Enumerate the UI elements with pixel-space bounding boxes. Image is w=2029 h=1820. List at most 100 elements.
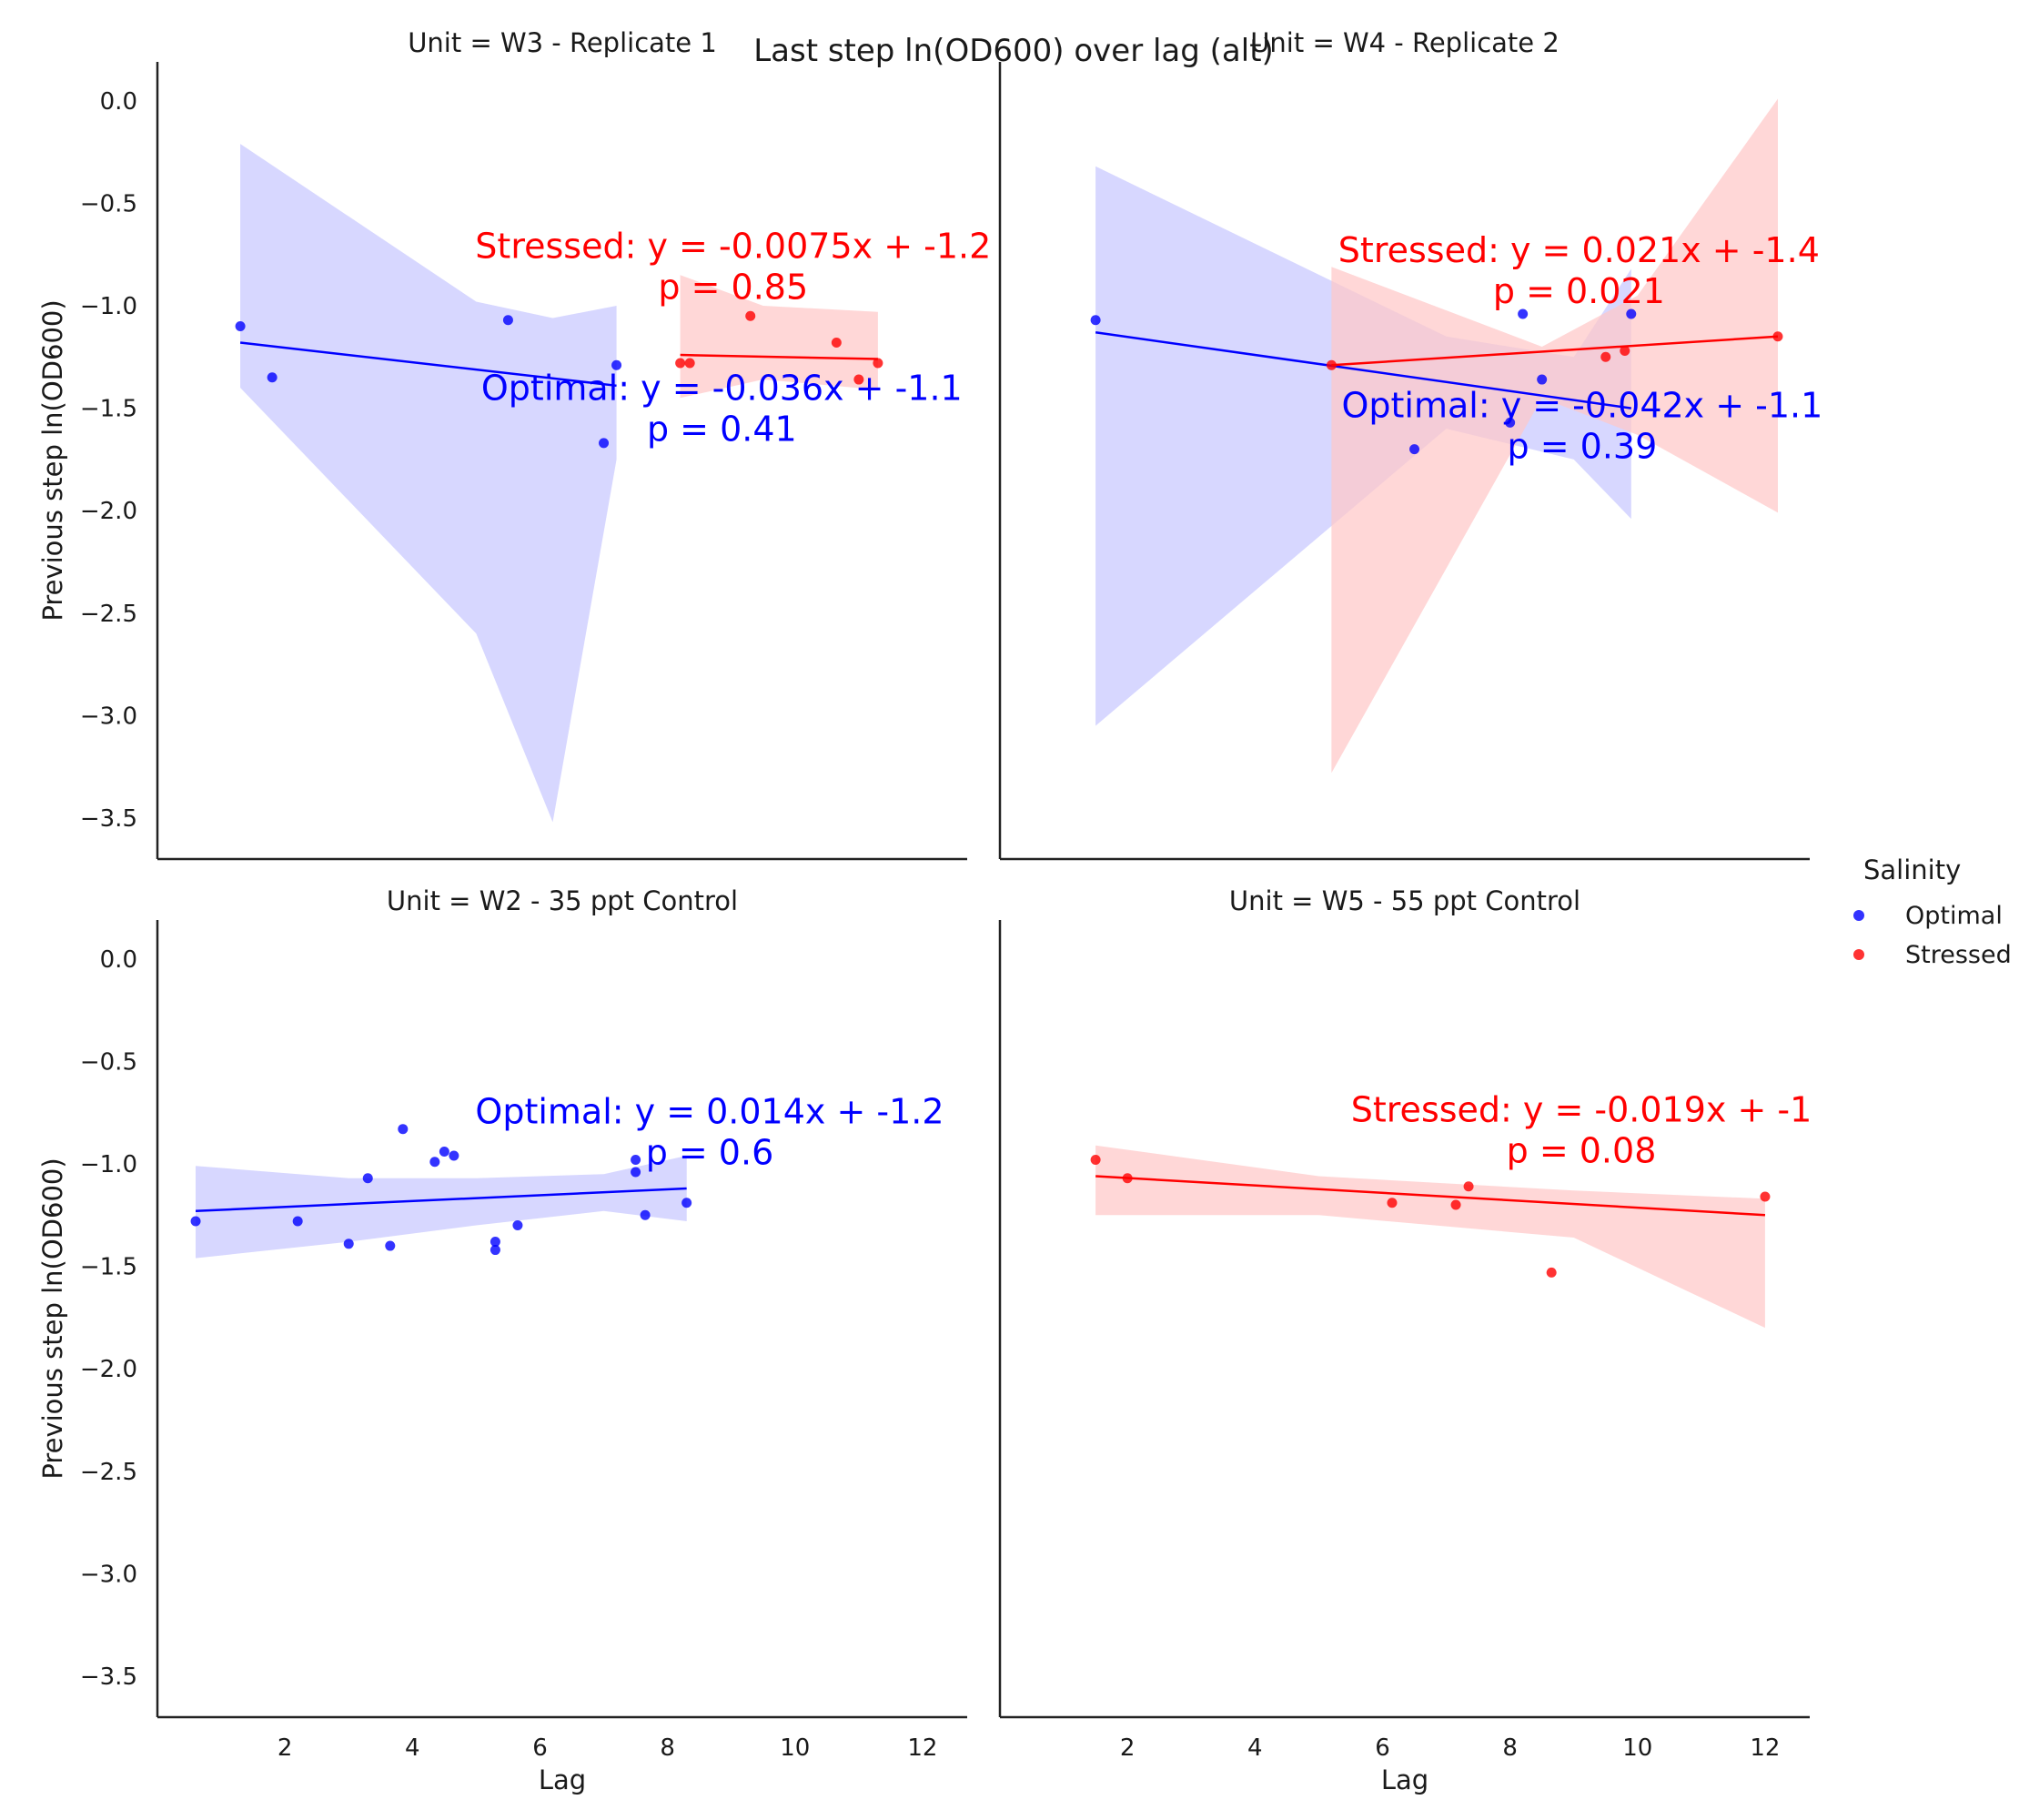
panels: Unit = W3 - Replicate 1 0.0 −0.5 −1.0 −1.5 −2…	[37, 27, 1822, 1795]
data-point-optimal	[343, 1239, 354, 1249]
data-point-optimal	[292, 1216, 303, 1227]
y-tick-label: −1.0	[80, 293, 137, 320]
annotation-p-value-optimal: p = 0.39	[1508, 427, 1658, 467]
x-tick-label: 10	[780, 1734, 810, 1762]
annotation-p-value-optimal: p = 0.41	[647, 409, 797, 449]
x-tick-label: 6	[1375, 1734, 1390, 1762]
ci-band-optimal	[240, 144, 617, 823]
legend-title: Salinity	[1863, 854, 1961, 885]
data-point-optimal	[1518, 308, 1529, 319]
annotation-equation-optimal: Optimal: y = 0.014x + -1.2	[475, 1091, 944, 1131]
data-point-optimal	[235, 320, 246, 331]
panel-title: Unit = W5 - 55 ppt Control	[1229, 885, 1580, 916]
y-tick-label: −2.5	[80, 1459, 137, 1486]
data-point-optimal	[599, 438, 610, 449]
panel-top-right: Unit = W4 - Replicate 2 Optimal: y = -0.0…	[998, 27, 1822, 861]
data-point-stressed	[1122, 1173, 1133, 1184]
y-tick-label: 0.0	[100, 946, 137, 974]
data-point-stressed	[831, 338, 842, 349]
y-tick-label: −1.5	[80, 396, 137, 423]
y-tick-label: −1.0	[80, 1151, 137, 1178]
annotation-p-value-stressed: p = 0.85	[658, 267, 808, 307]
data-point-optimal	[681, 1198, 692, 1208]
panel-top-left: Unit = W3 - Replicate 1 0.0 −0.5 −1.0 −1.5 −2…	[37, 27, 991, 861]
data-point-optimal	[1537, 374, 1548, 385]
panel-bottom-right: Unit = W5 - 55 ppt Control 2 4 6 8 10 12 Lag Str…	[998, 885, 1812, 1795]
legend-label-stressed: Stressed	[1905, 941, 2012, 969]
data-point-optimal	[631, 1154, 641, 1165]
data-point-optimal	[190, 1216, 201, 1227]
data-point-optimal	[385, 1240, 396, 1251]
x-axis-label: Lag	[1381, 1764, 1428, 1795]
data-point-stressed	[1463, 1181, 1474, 1192]
x-tick-label: 4	[405, 1734, 420, 1762]
data-point-stressed	[1620, 346, 1630, 357]
x-axis-label: Lag	[539, 1764, 586, 1795]
y-tick-label: −0.5	[80, 1048, 137, 1076]
data-point-stressed	[1387, 1198, 1398, 1208]
data-point-optimal	[267, 372, 278, 383]
x-tick-label: 6	[532, 1734, 548, 1762]
y-tick-label: −1.5	[80, 1254, 137, 1281]
legend: Salinity Optimal Stressed	[1853, 854, 2012, 969]
x-tick-label: 12	[907, 1734, 937, 1762]
data-point-optimal	[1505, 417, 1516, 428]
data-point-optimal	[502, 315, 513, 326]
data-point-optimal	[449, 1150, 459, 1161]
x-tick-label: 2	[1120, 1734, 1136, 1762]
legend-marker-optimal	[1853, 910, 1864, 921]
data-point-stressed	[1090, 1154, 1101, 1165]
y-tick-label: −0.5	[80, 190, 137, 217]
y-axis-label: Previous step ln(OD600)	[37, 1158, 68, 1479]
data-point-stressed	[1326, 359, 1337, 370]
data-point-optimal	[439, 1146, 449, 1157]
fit-line-stressed	[1095, 1175, 1766, 1217]
y-tick-label: −3.0	[80, 1561, 137, 1588]
data-point-optimal	[398, 1124, 409, 1135]
ci-band-stressed	[680, 275, 878, 399]
y-tick-label: 0.0	[100, 88, 137, 116]
annotation-p-value-stressed: p = 0.08	[1507, 1131, 1657, 1171]
data-point-optimal	[1626, 308, 1637, 319]
data-point-stressed	[873, 358, 883, 369]
fit-line-stressed	[1331, 335, 1779, 367]
y-tick-label: −2.5	[80, 601, 137, 628]
panel-title: Unit = W4 - Replicate 2	[1250, 27, 1560, 58]
y-tick-label: −2.0	[80, 498, 137, 525]
data-point-stressed	[684, 358, 695, 369]
data-point-stressed	[1546, 1267, 1557, 1278]
data-point-optimal	[631, 1167, 641, 1178]
annotation-equation-optimal: Optimal: y = -0.042x + -1.1	[1341, 386, 1822, 426]
fit-line-optimal	[1095, 331, 1631, 410]
data-point-optimal	[362, 1173, 373, 1184]
figure-title: Last step ln(OD600) over lag (alt)	[753, 33, 1274, 69]
fit-line-optimal	[195, 1187, 687, 1213]
annotation-equation-optimal: Optimal: y = -0.036x + -1.1	[481, 368, 963, 408]
x-tick-label: 12	[1750, 1734, 1780, 1762]
data-point-optimal	[640, 1209, 651, 1220]
data-point-optimal	[512, 1220, 523, 1231]
legend-label-optimal: Optimal	[1905, 902, 2003, 930]
data-point-optimal	[429, 1157, 440, 1168]
annotation-equation-stressed: Stressed: y = 0.021x + -1.4	[1338, 230, 1820, 270]
x-tick-label: 2	[278, 1734, 293, 1762]
fit-line-stressed	[680, 353, 878, 360]
data-point-stressed	[1760, 1191, 1771, 1202]
data-point-stressed	[745, 310, 756, 321]
ci-band-stressed	[1095, 1145, 1765, 1329]
y-tick-label: −2.0	[80, 1356, 137, 1383]
annotation-p-value-stressed: p = 0.021	[1493, 271, 1665, 311]
y-tick-label: −3.5	[80, 1663, 137, 1691]
data-point-optimal	[490, 1245, 500, 1256]
data-point-optimal	[490, 1237, 500, 1248]
data-point-stressed	[853, 374, 864, 385]
data-point-optimal	[611, 359, 622, 370]
y-tick-label: −3.5	[80, 805, 137, 833]
x-tick-label: 8	[1502, 1734, 1518, 1762]
data-point-stressed	[1772, 331, 1783, 342]
data-point-stressed	[675, 358, 686, 369]
y-tick-label: −3.0	[80, 703, 137, 730]
x-tick-label: 10	[1622, 1734, 1652, 1762]
y-axis-label: Previous step ln(OD600)	[37, 299, 68, 621]
annotation-p-value-optimal: p = 0.6	[646, 1132, 774, 1172]
